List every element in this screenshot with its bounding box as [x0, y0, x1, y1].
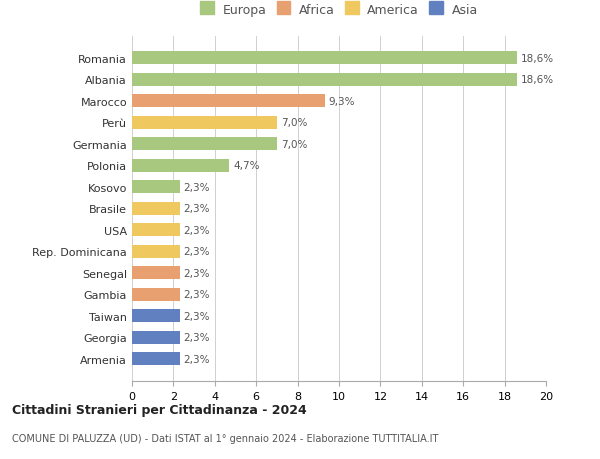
Text: 7,0%: 7,0%: [281, 118, 307, 128]
Text: 4,7%: 4,7%: [233, 161, 260, 171]
Text: 2,3%: 2,3%: [184, 268, 210, 278]
Bar: [132, 52, 517, 65]
Bar: [132, 138, 277, 151]
Bar: [132, 117, 277, 129]
Text: 2,3%: 2,3%: [184, 182, 210, 192]
Bar: [132, 95, 325, 108]
Bar: [132, 353, 179, 365]
Bar: [132, 160, 229, 173]
Bar: [132, 74, 517, 87]
Bar: [132, 309, 179, 323]
Text: Cittadini Stranieri per Cittadinanza - 2024: Cittadini Stranieri per Cittadinanza - 2…: [12, 403, 307, 416]
Text: 2,3%: 2,3%: [184, 311, 210, 321]
Bar: [132, 331, 179, 344]
Text: 2,3%: 2,3%: [184, 354, 210, 364]
Legend: Europa, Africa, America, Asia: Europa, Africa, America, Asia: [197, 2, 481, 20]
Bar: [132, 224, 179, 237]
Bar: [132, 202, 179, 215]
Text: 2,3%: 2,3%: [184, 225, 210, 235]
Text: 2,3%: 2,3%: [184, 332, 210, 342]
Text: 2,3%: 2,3%: [184, 204, 210, 214]
Text: 18,6%: 18,6%: [521, 75, 554, 85]
Text: COMUNE DI PALUZZA (UD) - Dati ISTAT al 1° gennaio 2024 - Elaborazione TUTTITALIA: COMUNE DI PALUZZA (UD) - Dati ISTAT al 1…: [12, 433, 439, 442]
Text: 7,0%: 7,0%: [281, 140, 307, 150]
Text: 2,3%: 2,3%: [184, 290, 210, 300]
Text: 9,3%: 9,3%: [329, 97, 355, 106]
Bar: [132, 267, 179, 280]
Text: 18,6%: 18,6%: [521, 54, 554, 64]
Bar: [132, 288, 179, 301]
Bar: [132, 181, 179, 194]
Text: 2,3%: 2,3%: [184, 247, 210, 257]
Bar: [132, 245, 179, 258]
